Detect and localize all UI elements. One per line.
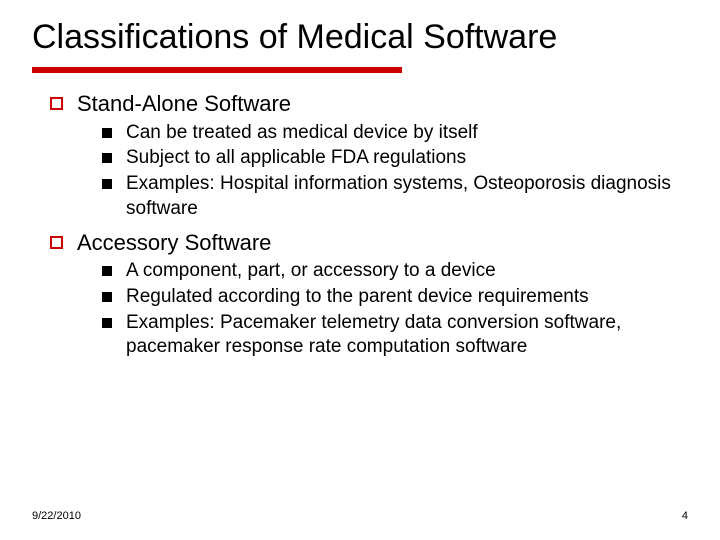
hollow-square-bullet-icon — [50, 97, 63, 110]
list-item: Subject to all applicable FDA regulation… — [102, 146, 688, 171]
section-heading: Stand-Alone Software — [50, 89, 688, 119]
filled-square-bullet-icon — [102, 292, 112, 302]
filled-square-bullet-icon — [102, 318, 112, 328]
list-item-text: Examples: Pacemaker telemetry data conve… — [126, 311, 688, 360]
list-item-text: Regulated according to the parent device… — [126, 285, 688, 310]
list-item-text: Examples: Hospital information systems, … — [126, 172, 688, 221]
list-item: Examples: Pacemaker telemetry data conve… — [102, 311, 688, 360]
filled-square-bullet-icon — [102, 128, 112, 138]
slide: Classifications of Medical Software Stan… — [0, 0, 720, 540]
footer-page-number: 4 — [682, 510, 688, 522]
filled-square-bullet-icon — [102, 266, 112, 276]
slide-content: Stand-Alone Software Can be treated as m… — [32, 89, 688, 360]
list-item-text: Can be treated as medical device by itse… — [126, 121, 688, 146]
list-item: A component, part, or accessory to a dev… — [102, 259, 688, 284]
list-item: Can be treated as medical device by itse… — [102, 121, 688, 146]
list-item: Examples: Hospital information systems, … — [102, 172, 688, 221]
filled-square-bullet-icon — [102, 153, 112, 163]
slide-footer: 9/22/2010 4 — [32, 510, 688, 522]
section-heading: Accessory Software — [50, 228, 688, 258]
section-items: Can be treated as medical device by itse… — [50, 121, 688, 222]
title-underline — [32, 67, 402, 73]
slide-title: Classifications of Medical Software — [32, 18, 688, 57]
list-item-text: A component, part, or accessory to a dev… — [126, 259, 688, 284]
footer-date: 9/22/2010 — [32, 510, 81, 522]
section-heading-label: Stand-Alone Software — [77, 89, 688, 119]
section-heading-label: Accessory Software — [77, 228, 688, 258]
hollow-square-bullet-icon — [50, 236, 63, 249]
filled-square-bullet-icon — [102, 179, 112, 189]
list-item: Regulated according to the parent device… — [102, 285, 688, 310]
section-items: A component, part, or accessory to a dev… — [50, 259, 688, 360]
list-item-text: Subject to all applicable FDA regulation… — [126, 146, 688, 171]
